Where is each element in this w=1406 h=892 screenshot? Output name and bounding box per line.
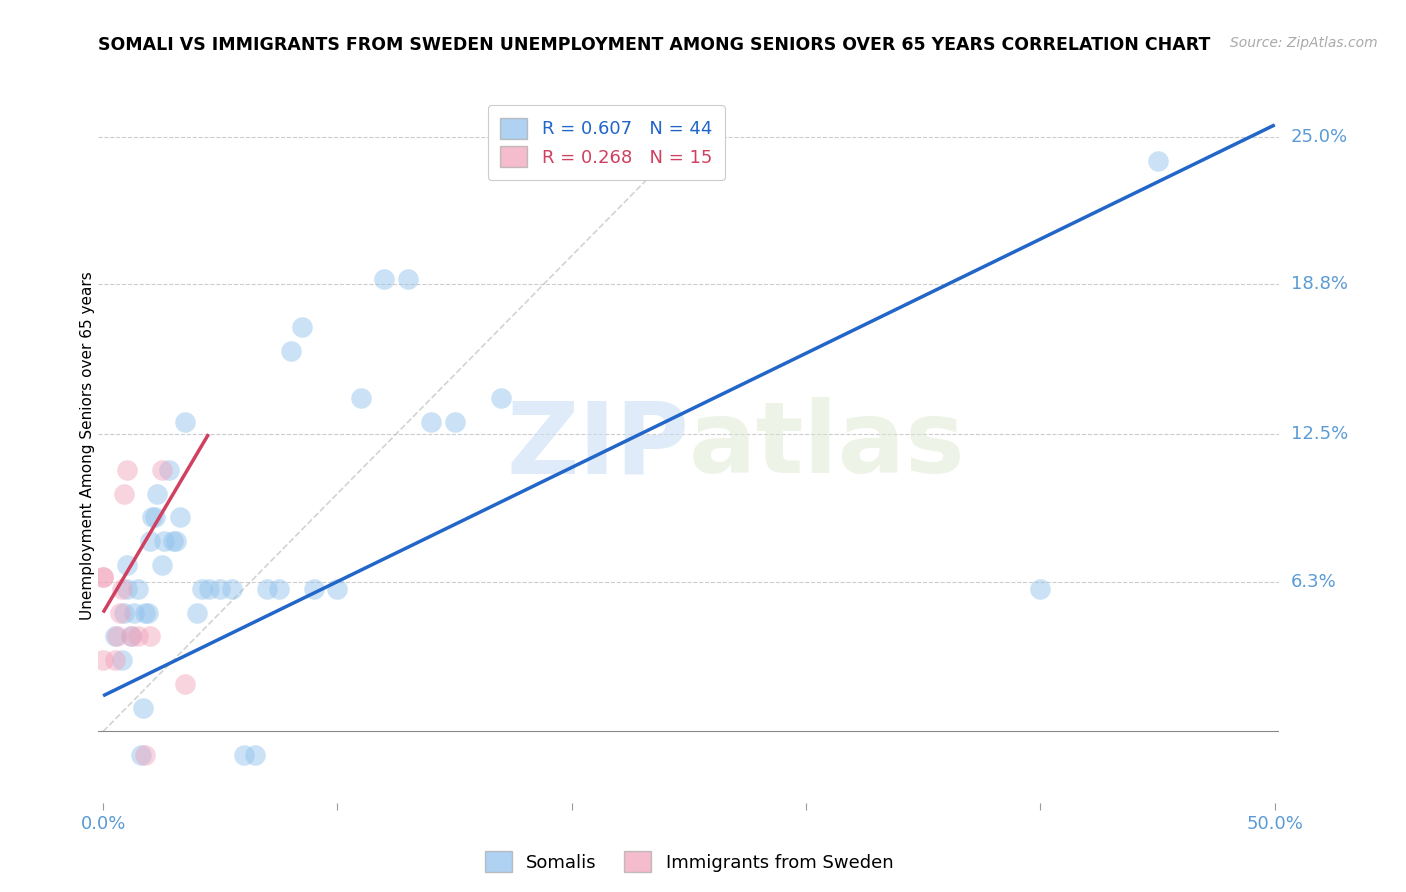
Point [221, 582, 243, 596]
Text: ZIP: ZIP [506, 398, 689, 494]
Point [141, 510, 163, 524]
Point [91, 570, 114, 584]
Point [491, 392, 513, 406]
Point [350, 392, 373, 406]
Point [190, 582, 212, 596]
Point [280, 343, 302, 358]
Point [162, 534, 184, 549]
Y-axis label: Unemployment Among Seniors over 65 years: Unemployment Among Seniors over 65 years [80, 272, 94, 620]
Point [443, 415, 465, 429]
Point [91, 570, 114, 584]
Legend: Somalis, Immigrants from Sweden: Somalis, Immigrants from Sweden [478, 844, 900, 880]
Text: 25.0%: 25.0% [1291, 128, 1348, 145]
Point [267, 582, 290, 596]
Point [139, 629, 162, 643]
Point [174, 415, 197, 429]
Point [108, 606, 131, 620]
Text: SOMALI VS IMMIGRANTS FROM SWEDEN UNEMPLOYMENT AMONG SENIORS OVER 65 YEARS CORREL: SOMALI VS IMMIGRANTS FROM SWEDEN UNEMPLO… [98, 36, 1211, 54]
Point [112, 606, 135, 620]
Point [291, 320, 314, 334]
Point [143, 510, 166, 524]
Point [153, 534, 176, 549]
Point [127, 582, 149, 596]
Point [256, 582, 278, 596]
Point [232, 748, 254, 763]
Text: Source: ZipAtlas.com: Source: ZipAtlas.com [1230, 36, 1378, 50]
Point [111, 582, 134, 596]
Point [174, 677, 197, 691]
Point [104, 653, 127, 667]
Text: atlas: atlas [689, 398, 966, 494]
Point [169, 510, 191, 524]
Point [105, 629, 128, 643]
Point [373, 272, 395, 286]
Point [146, 486, 169, 500]
Point [136, 606, 159, 620]
Point [186, 606, 208, 620]
Point [1029, 582, 1052, 596]
Point [104, 629, 127, 643]
Point [112, 486, 135, 500]
Point [197, 582, 219, 596]
Point [245, 748, 267, 763]
Text: 12.5%: 12.5% [1291, 425, 1348, 443]
Point [134, 748, 156, 763]
Point [157, 463, 180, 477]
Point [302, 582, 325, 596]
Point [165, 534, 187, 549]
Point [111, 653, 134, 667]
Point [209, 582, 232, 596]
Text: 6.3%: 6.3% [1291, 573, 1336, 591]
Point [150, 463, 173, 477]
Text: 18.8%: 18.8% [1291, 276, 1347, 293]
Point [326, 582, 349, 596]
Point [396, 272, 419, 286]
Point [1146, 153, 1168, 168]
Point [150, 558, 173, 572]
Point [120, 629, 142, 643]
Point [115, 558, 138, 572]
Point [115, 463, 138, 477]
Point [91, 653, 114, 667]
Point [122, 606, 145, 620]
Point [129, 748, 152, 763]
Point [134, 606, 156, 620]
Point [127, 629, 149, 643]
Point [420, 415, 443, 429]
Point [139, 534, 162, 549]
Point [120, 629, 142, 643]
Point [115, 582, 138, 596]
Point [132, 700, 155, 714]
